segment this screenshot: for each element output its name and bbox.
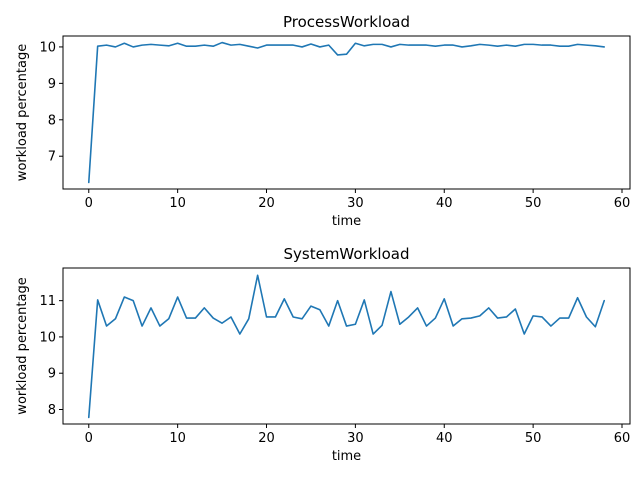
process-x-tick-label: 60 (614, 196, 631, 211)
system-x-tick-label: 10 (169, 431, 186, 446)
process-y-axis-label: workload percentage (15, 44, 30, 181)
system-axes-frame (62, 267, 631, 425)
process-axes-frame (62, 35, 631, 190)
process-x-tick-label: 50 (525, 196, 542, 211)
system-y-tick-label: 8 (48, 403, 56, 418)
system-y-tick-label: 9 (48, 367, 56, 382)
system-x-tick-label: 20 (258, 431, 275, 446)
process-y-tick-label: 10 (39, 40, 56, 55)
system-workload-line (87, 274, 606, 419)
process-chart-title: ProcessWorkload (283, 13, 410, 31)
process-x-tick-label: 20 (258, 196, 275, 211)
process-workload-subplot: 0 10 20 30 40 50 60 7 8 9 10 ProcessWorkload time wor… (15, 13, 631, 229)
system-x-axis-label: time (332, 449, 361, 464)
process-x-axis-label: time (332, 214, 361, 229)
system-x-tick-label: 60 (614, 431, 631, 446)
system-x-tick-label: 30 (347, 431, 364, 446)
system-x-tick-label: 40 (436, 431, 453, 446)
process-x-tick-label: 10 (169, 196, 186, 211)
process-y-tick-label: 7 (48, 150, 56, 165)
system-x-tick-label: 50 (525, 431, 542, 446)
system-y-tick-label: 11 (39, 294, 56, 309)
process-y-tick-label: 9 (48, 77, 56, 92)
process-x-tick-label: 30 (347, 196, 364, 211)
system-chart-title: SystemWorkload (284, 245, 410, 263)
system-x-tick-label: 0 (85, 431, 93, 446)
system-workload-subplot: 0 10 20 30 40 50 60 8 9 10 11 SystemWorkload time wor… (15, 245, 631, 464)
process-x-tick-label: 40 (436, 196, 453, 211)
system-y-tick-label: 10 (39, 330, 56, 345)
process-y-tick-label: 8 (48, 113, 56, 128)
system-y-axis-label: workload percentage (15, 277, 30, 414)
process-x-tick-label: 0 (85, 196, 93, 211)
process-workload-line (87, 41, 606, 184)
